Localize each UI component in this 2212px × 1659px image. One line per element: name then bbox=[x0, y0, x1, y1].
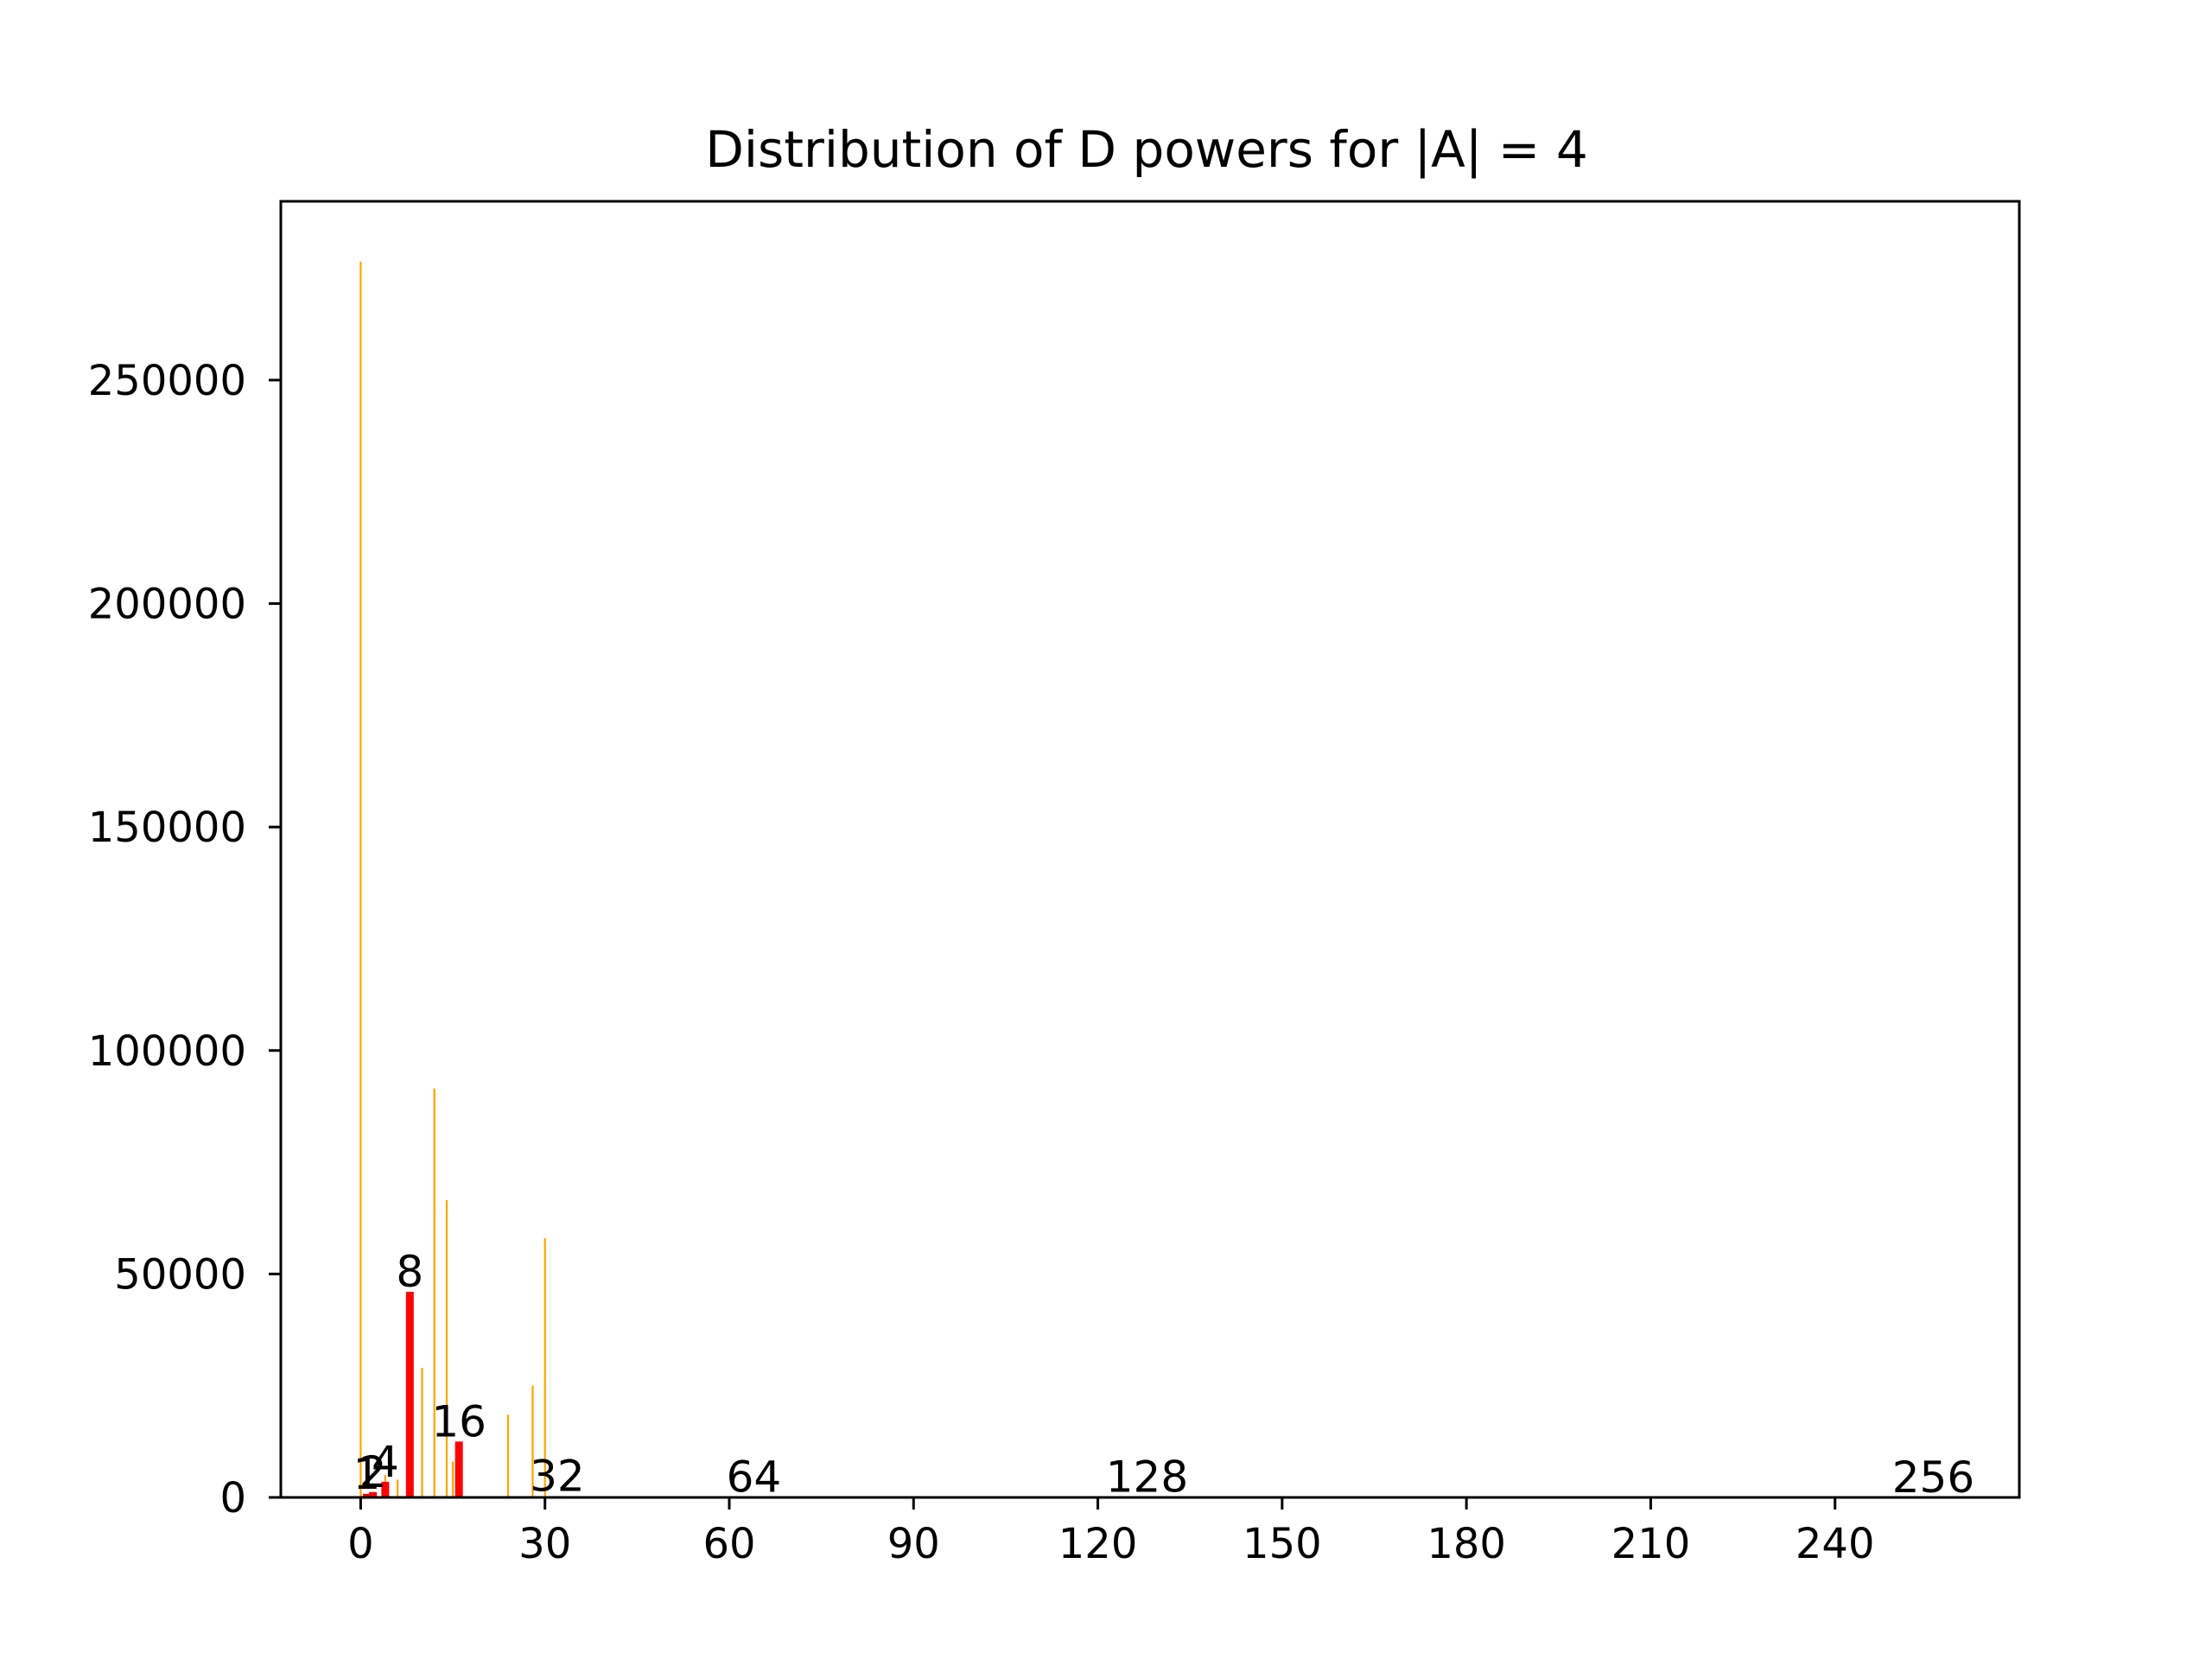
y-tick-label-50000: 50000 bbox=[114, 1250, 246, 1299]
bars-layer bbox=[359, 261, 1937, 1498]
plot-frame bbox=[279, 200, 2021, 1499]
bar-other-6 bbox=[396, 1479, 399, 1497]
bar-annotation-2: 2 bbox=[359, 1447, 387, 1497]
bar-annotation-4: 4 bbox=[372, 1437, 399, 1487]
bar-annotation-128: 128 bbox=[1106, 1452, 1188, 1503]
bar-other-12 bbox=[433, 1088, 435, 1497]
bar-other-28 bbox=[531, 1385, 534, 1497]
bar-power-of-two-1 bbox=[363, 1493, 372, 1497]
x-tick-label-180: 180 bbox=[1427, 1520, 1506, 1568]
bar-annotation-64: 64 bbox=[727, 1452, 782, 1502]
bar-power-of-two-4 bbox=[381, 1481, 390, 1497]
x-tick-label-240: 240 bbox=[1796, 1520, 1875, 1568]
x-axis: 0 30 60 90 120 150 180 210 240 bbox=[347, 1497, 1875, 1568]
x-tick-label-0: 0 bbox=[347, 1520, 374, 1568]
y-axis: 0 50000 100000 150000 200000 250000 bbox=[88, 357, 281, 1522]
bar-annotation-32: 32 bbox=[530, 1451, 585, 1501]
x-tick-label-30: 30 bbox=[518, 1520, 571, 1568]
bar-power-of-two-16 bbox=[454, 1441, 463, 1497]
x-tick-label-90: 90 bbox=[887, 1520, 940, 1568]
chart-title: Distribution of D powers for |A| = 4 bbox=[705, 120, 1588, 179]
x-tick-label-120: 120 bbox=[1058, 1520, 1138, 1568]
bar-other-0 bbox=[359, 261, 362, 1498]
bar-other-10 bbox=[421, 1368, 423, 1497]
bar-annotation-1: 1 bbox=[353, 1449, 381, 1499]
y-tick-label-0: 0 bbox=[219, 1474, 246, 1522]
bar-power-of-two-2 bbox=[369, 1491, 378, 1497]
bar-other-30 bbox=[543, 1238, 546, 1497]
bar-annotation-16: 16 bbox=[431, 1396, 486, 1446]
y-tick-label-150000: 150000 bbox=[88, 804, 246, 852]
bar-other-15 bbox=[451, 1461, 454, 1497]
y-tick-label-250000: 250000 bbox=[88, 357, 246, 405]
bar-power-of-two-8 bbox=[405, 1292, 414, 1497]
y-tick-label-200000: 200000 bbox=[88, 581, 246, 629]
x-tick-label-60: 60 bbox=[702, 1520, 755, 1568]
x-tick-label-150: 150 bbox=[1243, 1520, 1322, 1568]
annotations-layer: 124 8 16 32 64 128 256 bbox=[353, 1247, 1975, 1503]
bar-other-24 bbox=[506, 1414, 510, 1497]
x-tick-label-210: 210 bbox=[1611, 1520, 1691, 1568]
bar-annotation-256: 256 bbox=[1892, 1452, 1974, 1503]
bar-annotation-8: 8 bbox=[396, 1247, 423, 1297]
y-tick-label-100000: 100000 bbox=[88, 1027, 246, 1076]
bar-other-14 bbox=[445, 1200, 448, 1497]
